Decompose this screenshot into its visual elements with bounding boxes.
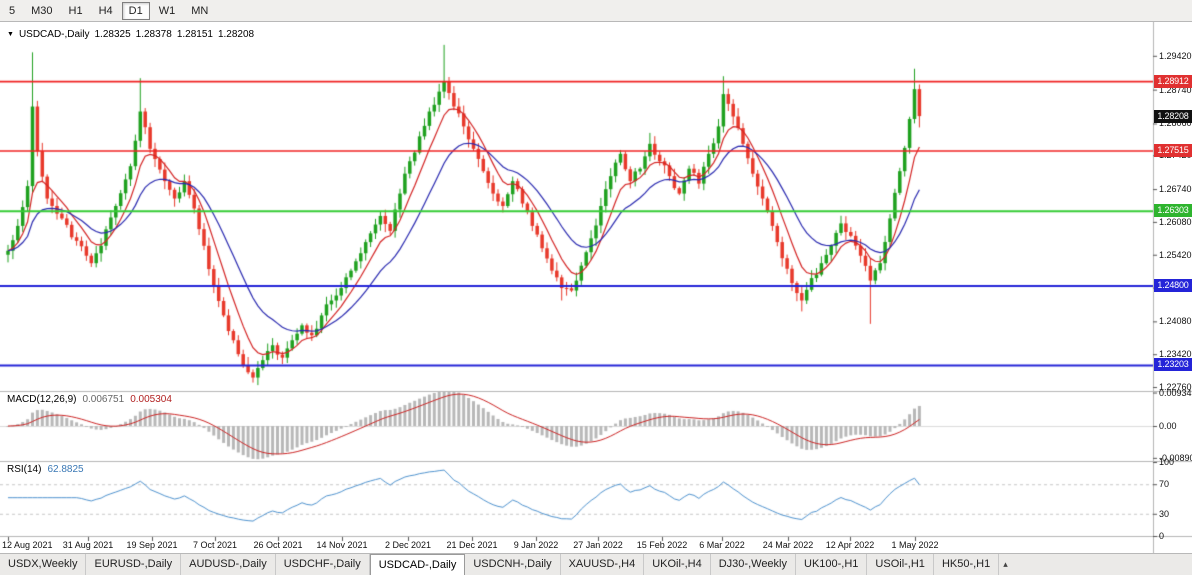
ohlc-high-value: 1.28378 xyxy=(135,29,172,40)
symbol-tab-xauusd-h4[interactable]: XAUUSD-,H4 xyxy=(561,554,645,575)
timeframe-button-h1[interactable]: H1 xyxy=(68,4,83,17)
chart-symbol-label: USDCAD-,Daily xyxy=(18,29,90,40)
timeframe-toolbar: 5 M30 H1 H4 D1 W1 MN xyxy=(0,0,1192,22)
ohlc-close-value: 1.28208 xyxy=(217,29,255,40)
timeframe-button-m30[interactable]: M30 xyxy=(31,4,53,17)
ohlc-open-value: 1.28325 xyxy=(94,29,131,40)
timeframe-button-mn[interactable]: MN xyxy=(191,4,209,17)
symbol-tab-usdcnh-daily[interactable]: USDCNH-,Daily xyxy=(465,554,561,575)
symbol-tab-usdx-weekly[interactable]: USDX,Weekly xyxy=(0,554,87,575)
chart-tabbar: USDX,Weekly EURUSD-,Daily AUDUSD-,Daily USD… xyxy=(0,553,1192,575)
chart-area: ▼ USDCAD-,Daily 1.28325 1.28378 1.28151 … xyxy=(0,22,1192,553)
symbol-tab-ukoil-h4[interactable]: UKOil-,H4 xyxy=(644,554,711,575)
symbol-tab-hk50-h1[interactable]: HK50-,H1 xyxy=(934,554,1000,575)
timeframe-button-5[interactable]: 5 xyxy=(9,4,16,17)
symbol-tab-eurusd-daily[interactable]: EURUSD-,Daily xyxy=(86,554,182,575)
timeframe-button-h4[interactable]: H4 xyxy=(98,4,113,17)
chart-title: ▼ USDCAD-,Daily 1.28325 1.28378 1.28151 … xyxy=(7,29,254,40)
symbol-tab-dj30-weekly[interactable]: DJ30-,Weekly xyxy=(711,554,796,575)
ohlc-low-value: 1.28151 xyxy=(176,29,213,40)
symbol-tab-uk100-h1[interactable]: UK100-,H1 xyxy=(796,554,868,575)
price-chart-canvas[interactable] xyxy=(0,22,1192,553)
tabbar-scroll-icon[interactable]: ▴ xyxy=(1003,559,1008,569)
symbol-tab-usdchf-daily[interactable]: USDCHF-,Daily xyxy=(276,554,370,575)
symbol-tab-usdcad-daily[interactable]: USDCAD-,Daily xyxy=(369,554,466,575)
chart-menu-icon[interactable]: ▼ xyxy=(7,30,14,38)
timeframe-button-d1[interactable]: D1 xyxy=(121,1,150,20)
symbol-tab-audusd-daily[interactable]: AUDUSD-,Daily xyxy=(181,554,276,575)
symbol-tab-usoil-h1[interactable]: USOil-,H1 xyxy=(867,554,934,575)
timeframe-button-w1[interactable]: W1 xyxy=(158,4,176,17)
